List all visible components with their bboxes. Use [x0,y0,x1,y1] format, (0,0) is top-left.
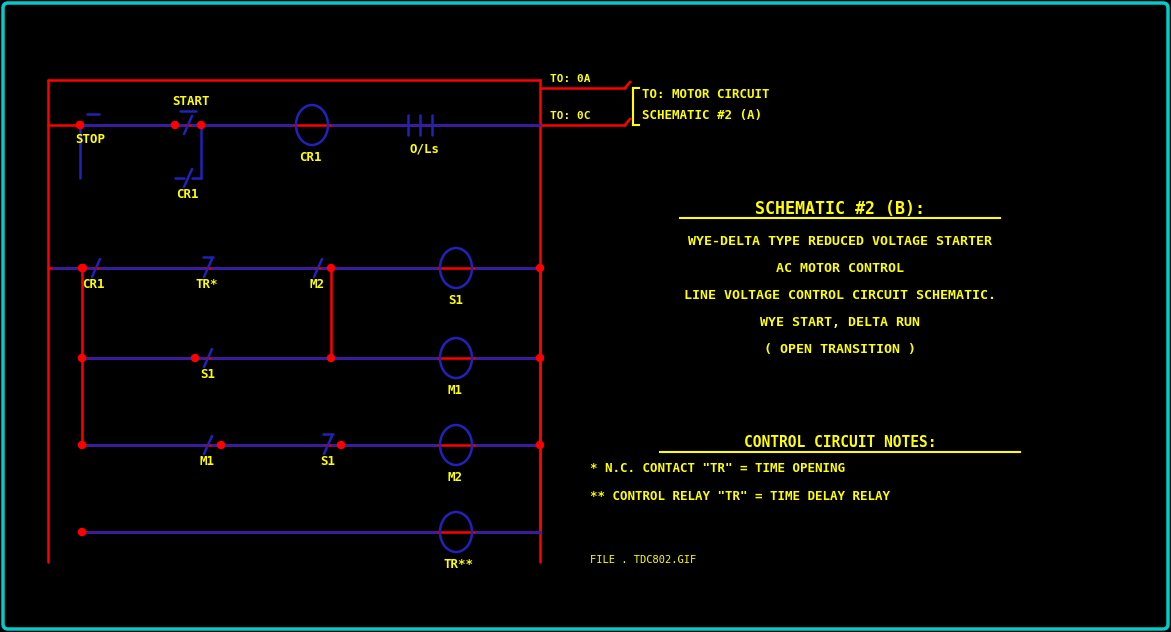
Text: TR**: TR** [444,558,474,571]
Text: * N.C. CONTACT "TR" = TIME OPENING: * N.C. CONTACT "TR" = TIME OPENING [590,462,845,475]
Text: LINE VOLTAGE CONTROL CIRCUIT SCHEMATIC.: LINE VOLTAGE CONTROL CIRCUIT SCHEMATIC. [684,289,997,302]
Text: CR1: CR1 [82,278,104,291]
Circle shape [80,265,87,272]
Text: S1: S1 [200,368,215,381]
Text: M2: M2 [309,278,324,291]
Circle shape [76,121,83,128]
Text: CR1: CR1 [176,188,199,201]
Circle shape [78,442,85,449]
Text: TR*: TR* [196,278,219,291]
Circle shape [192,355,199,362]
Circle shape [536,265,543,272]
Text: ( OPEN TRANSITION ): ( OPEN TRANSITION ) [763,343,916,356]
Text: S1: S1 [448,294,463,307]
Text: S1: S1 [320,455,335,468]
Text: START: START [172,95,210,108]
Text: O/Ls: O/Ls [410,143,440,156]
Text: TO: 0A: TO: 0A [550,74,590,84]
Text: WYE START, DELTA RUN: WYE START, DELTA RUN [760,316,920,329]
Circle shape [76,121,83,128]
Circle shape [78,528,85,535]
Text: AC MOTOR CONTROL: AC MOTOR CONTROL [776,262,904,275]
Circle shape [328,265,335,272]
Circle shape [78,355,85,362]
Text: ** CONTROL RELAY "TR" = TIME DELAY RELAY: ** CONTROL RELAY "TR" = TIME DELAY RELAY [590,490,890,503]
Circle shape [78,265,85,272]
Circle shape [536,442,543,449]
Text: M2: M2 [447,471,463,484]
Circle shape [171,121,178,128]
Circle shape [218,442,225,449]
Text: CONTROL CIRCUIT NOTES:: CONTROL CIRCUIT NOTES: [744,435,937,450]
Text: STOP: STOP [75,133,105,146]
Circle shape [337,442,344,449]
Circle shape [198,121,205,128]
Text: WYE-DELTA TYPE REDUCED VOLTAGE STARTER: WYE-DELTA TYPE REDUCED VOLTAGE STARTER [689,235,992,248]
Text: TO: MOTOR CIRCUIT: TO: MOTOR CIRCUIT [642,88,769,102]
Text: FILE . TDC802.GIF: FILE . TDC802.GIF [590,555,697,565]
Text: SCHEMATIC #2 (A): SCHEMATIC #2 (A) [642,109,762,123]
Text: M1: M1 [199,455,214,468]
Text: TO: 0C: TO: 0C [550,111,590,121]
Text: CR1: CR1 [299,151,322,164]
Circle shape [328,355,335,362]
Text: M1: M1 [447,384,463,397]
Text: SCHEMATIC #2 (B):: SCHEMATIC #2 (B): [755,200,925,218]
Circle shape [536,355,543,362]
